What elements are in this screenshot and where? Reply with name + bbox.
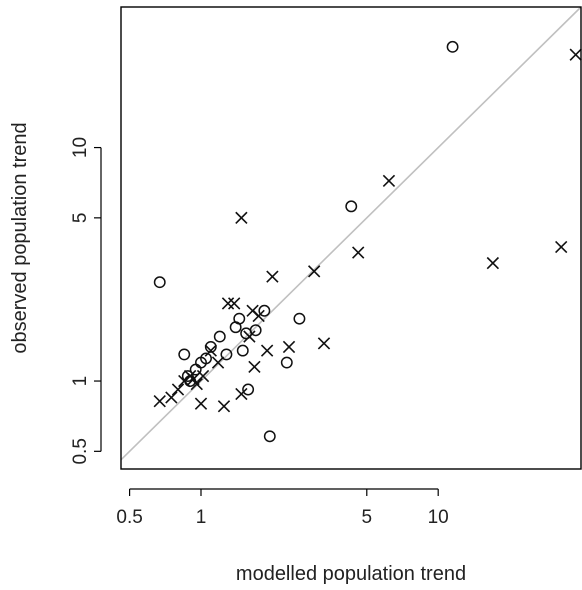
y-axis: 0.5 1 5 10 <box>70 137 102 465</box>
data-point-cross <box>204 344 217 357</box>
data-point-circle <box>293 312 306 325</box>
data-point-cross <box>194 397 208 410</box>
data-point-circle <box>242 383 255 396</box>
data-point-cross <box>243 330 256 343</box>
data-point-cross <box>165 391 178 404</box>
data-point-cross <box>235 387 248 401</box>
data-point-cross <box>555 240 568 254</box>
x-axis-title: modelled population trend <box>236 563 466 585</box>
data-point-cross <box>190 377 203 391</box>
x-tick-label: 1 <box>196 507 207 528</box>
data-point-cross <box>382 174 396 188</box>
data-point-circle <box>153 276 166 289</box>
data-point-cross <box>217 400 231 413</box>
data-point-circle <box>204 340 217 353</box>
data-point-cross <box>221 297 235 310</box>
data-point-cross <box>486 256 500 270</box>
reference-line-y-equals-x <box>120 6 582 461</box>
data-point-cross <box>308 265 321 278</box>
data-point-cross <box>260 344 274 357</box>
data-point-cross <box>235 211 248 225</box>
y-axis-title: observed population trend <box>9 122 31 353</box>
data-point-circle <box>236 344 249 357</box>
data-point-circle <box>200 352 212 365</box>
x-tick-label: 5 <box>361 507 372 528</box>
data-point-cross <box>317 337 331 350</box>
data-point-circle <box>258 304 271 317</box>
data-point-circle <box>446 40 459 53</box>
data-point-cross <box>569 48 582 61</box>
data-point-circle <box>280 356 293 369</box>
y-tick-label: 0.5 <box>70 438 91 464</box>
data-point-cross <box>282 340 296 354</box>
data-point-cross <box>196 369 210 383</box>
data-point-circle <box>249 324 262 337</box>
data-point-cross <box>266 270 279 283</box>
data-point-cross <box>153 394 166 408</box>
x-tick-label: 10 <box>428 507 449 528</box>
data-point-circle <box>220 348 233 361</box>
y-tick-label: 5 <box>70 213 91 224</box>
data-point-cross <box>248 360 261 374</box>
y-tick-label: 10 <box>70 137 91 158</box>
data-point-cross <box>252 309 265 323</box>
data-point-circle <box>345 200 358 213</box>
x-axis: 0.5 1 5 10 <box>116 488 449 528</box>
data-point-cross <box>228 297 241 310</box>
data-point-cross <box>352 246 365 259</box>
y-tick-label: 1 <box>70 376 91 387</box>
data-point-circle <box>263 430 276 443</box>
data-point-cross <box>171 383 185 396</box>
plot-frame <box>120 6 582 470</box>
data-point-circle <box>233 312 246 325</box>
data-point-cross <box>211 356 225 369</box>
data-point-circle <box>178 348 191 361</box>
x-tick-label: 0.5 <box>116 507 142 528</box>
data-points <box>153 40 582 443</box>
data-point-circle <box>213 330 226 343</box>
